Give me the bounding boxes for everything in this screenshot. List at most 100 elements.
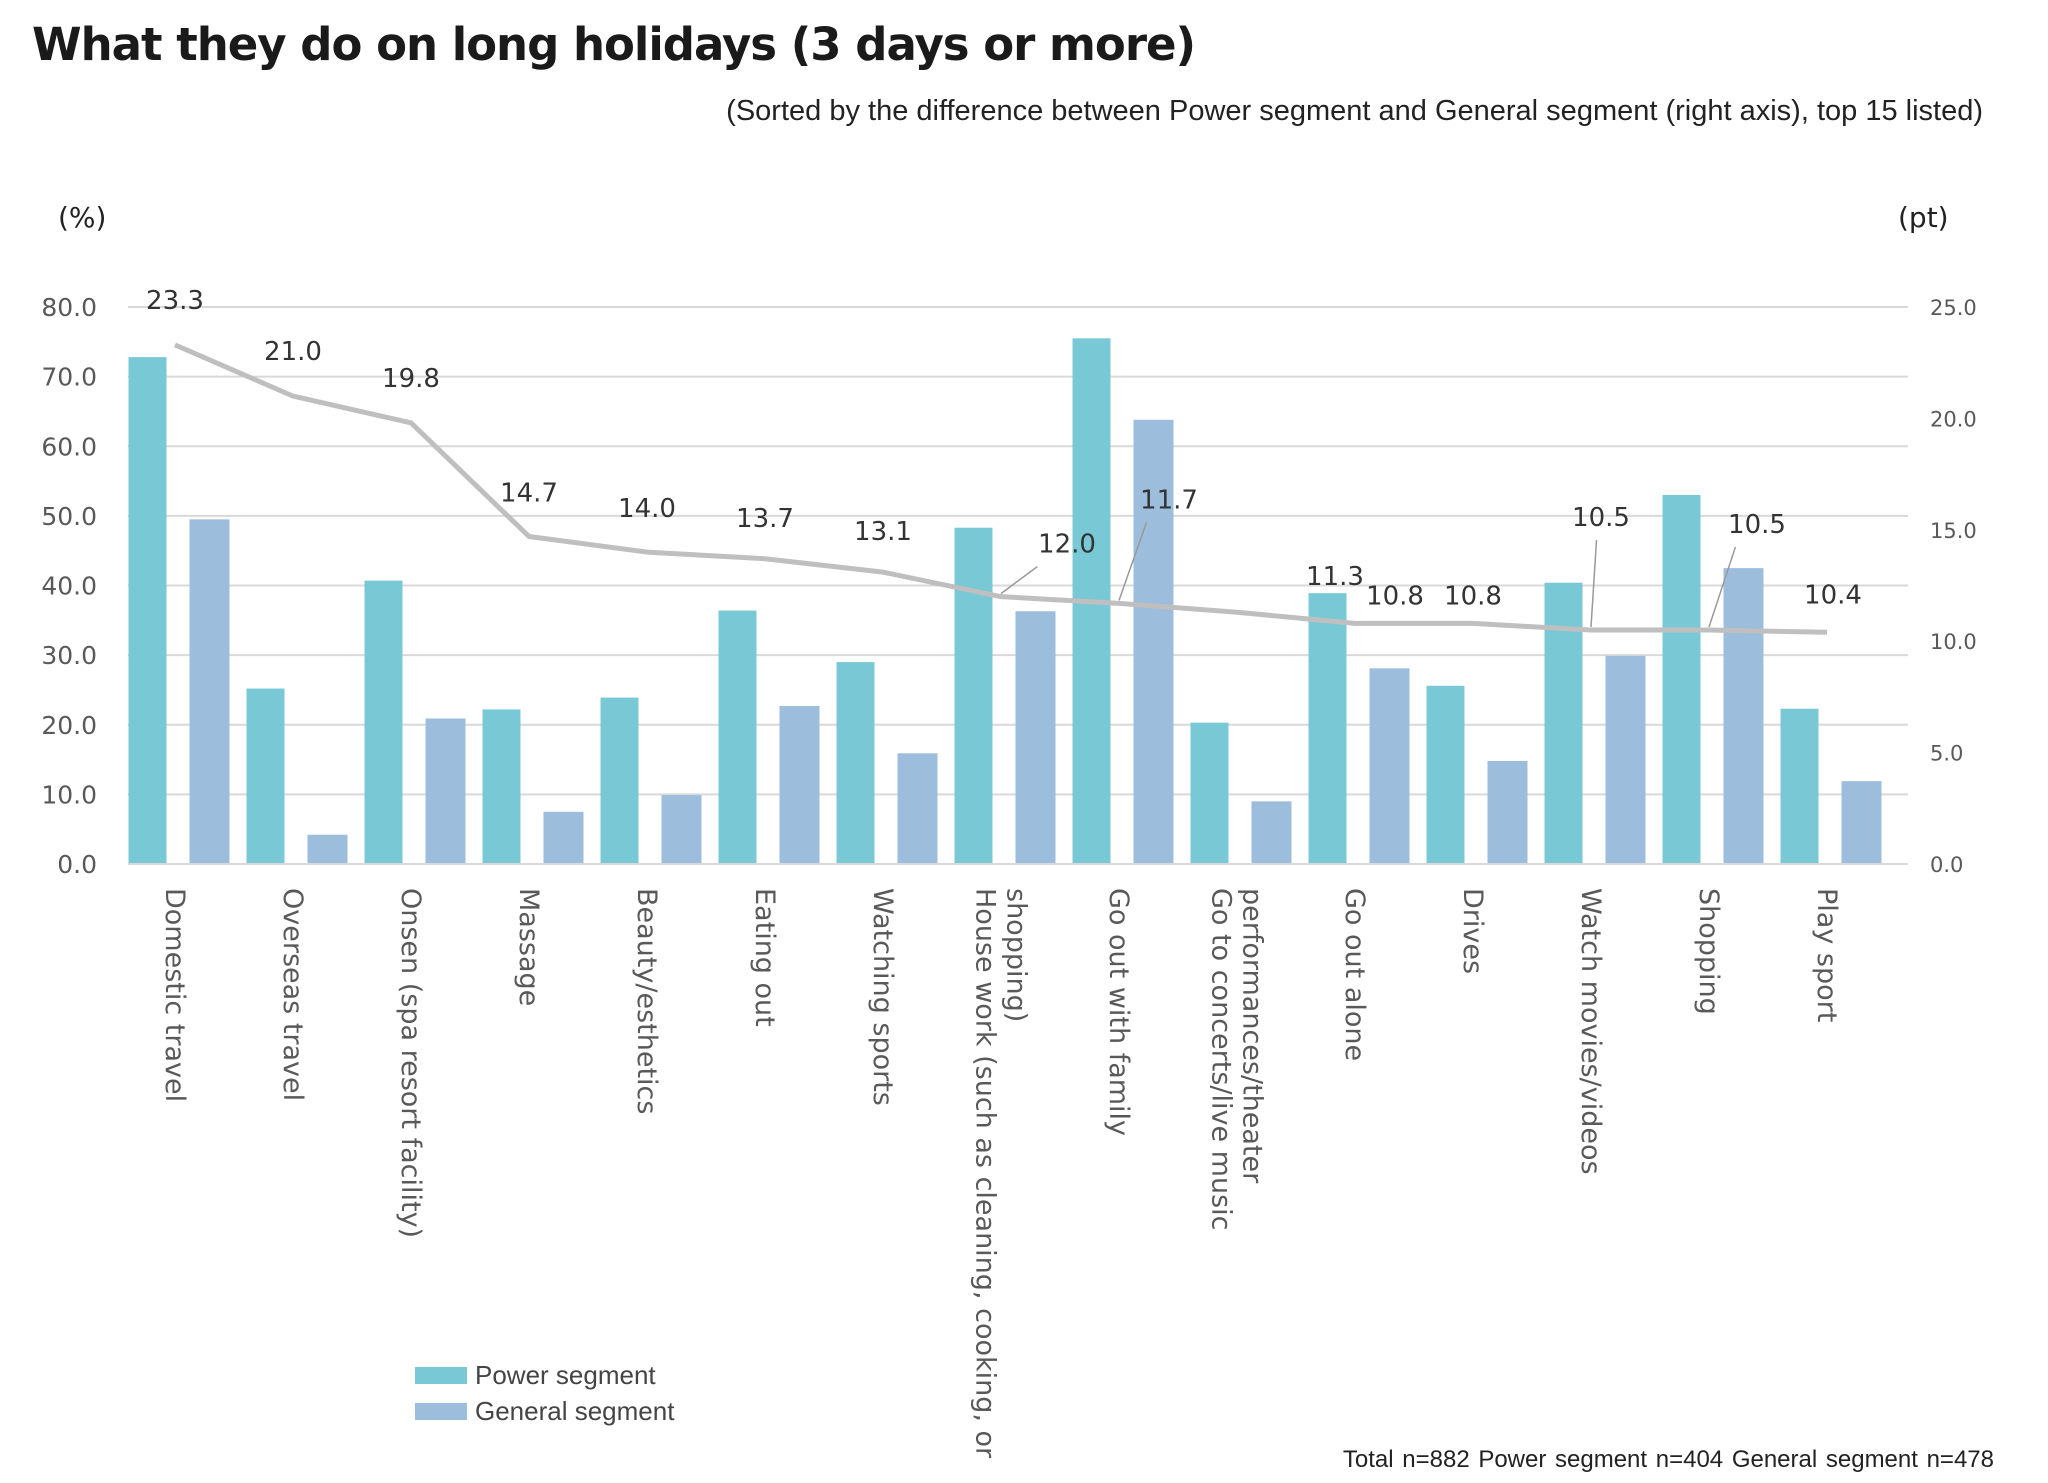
- x-tick-label: Domestic travel: [159, 888, 190, 1102]
- bar-power: [482, 709, 521, 864]
- y-axis-unit: (%): [58, 201, 106, 234]
- bar-general: [897, 753, 938, 864]
- bar-general: [1605, 655, 1646, 864]
- bar-general: [779, 705, 820, 864]
- bar-general: [1841, 781, 1882, 864]
- difference-data-label: 10.4: [1804, 580, 1862, 610]
- data-label-leader: [1708, 546, 1737, 628]
- bar-general: [1015, 611, 1056, 864]
- y-tick-label: 70.0: [41, 363, 97, 392]
- bar-power: [1544, 582, 1583, 864]
- x-tick-label-group: Eating out: [749, 888, 780, 1027]
- x-tick-label: performances/theater: [1237, 888, 1268, 1184]
- x-tick-label: Overseas travel: [277, 888, 308, 1101]
- y-tick-label: 50.0: [41, 502, 97, 531]
- x-tick-label: Onsen (spa resort facility): [395, 888, 426, 1238]
- difference-data-label: 21.0: [264, 337, 322, 367]
- difference-data-label: 19.8: [382, 364, 440, 394]
- difference-line: [174, 342, 1828, 635]
- x-tick-label-group: Go out alone: [1339, 888, 1370, 1061]
- difference-data-label: 10.5: [1572, 503, 1630, 533]
- chart-title: What they do on long holidays (3 days or…: [32, 18, 1196, 71]
- x-tick-label: Watch movies/videos: [1575, 888, 1606, 1175]
- x-tick-label-group: Domestic travel: [159, 888, 190, 1102]
- x-tick-label: House work (such as cleaning, cooking, o…: [970, 888, 1001, 1459]
- legend-swatch-general: [415, 1403, 467, 1420]
- x-tick-label: Watching sports: [867, 888, 898, 1106]
- bar-power: [718, 610, 757, 864]
- y-tick-label: 60.0: [41, 432, 97, 461]
- x-tick-label: Go out alone: [1339, 888, 1370, 1061]
- y-tick-label: 0.0: [57, 850, 97, 879]
- x-tick-label-group: Shopping: [1693, 888, 1724, 1015]
- difference-data-label: 10.5: [1728, 510, 1786, 540]
- difference-data-label: 13.7: [736, 504, 794, 534]
- legend-label-general: General segment: [475, 1396, 675, 1426]
- data-label-leader: [1590, 540, 1598, 628]
- bar-general: [307, 834, 348, 864]
- y-tick-label: 20.0: [41, 711, 97, 740]
- x-tick-label-group: Watching sports: [867, 888, 898, 1106]
- difference-data-label: 14.7: [500, 478, 558, 508]
- x-tick-label: Shopping: [1693, 888, 1724, 1015]
- y2-tick-label: 10.0: [1930, 630, 1977, 654]
- x-tick-label-group: Go out with family: [1103, 888, 1134, 1136]
- x-tick-label: shopping): [1001, 888, 1032, 1022]
- x-tick-label: Play sport: [1811, 888, 1842, 1022]
- y2-tick-label: 25.0: [1930, 296, 1977, 320]
- x-tick-label: Drives: [1457, 888, 1488, 974]
- sample-size-note: Total n=882 Power segment n=404 General …: [1342, 1446, 1994, 1473]
- bar-power: [364, 580, 403, 864]
- difference-data-label: 11.3: [1306, 562, 1364, 592]
- difference-data-label: 13.1: [854, 517, 912, 547]
- difference-data-label: 14.0: [618, 494, 676, 524]
- difference-data-label: 10.8: [1366, 581, 1424, 611]
- legend-item-general: General segment: [415, 1396, 674, 1427]
- bar-general: [425, 718, 466, 864]
- legend-swatch-power: [415, 1367, 467, 1384]
- bar-power: [600, 697, 639, 864]
- x-tick-label-group: Drives: [1457, 888, 1488, 974]
- y-tick-label: 80.0: [41, 293, 97, 322]
- x-tick-label-group: Watch movies/videos: [1575, 888, 1606, 1175]
- y2-tick-label: 20.0: [1930, 407, 1977, 431]
- bar-general: [189, 519, 230, 864]
- difference-data-label: 12.0: [1038, 530, 1096, 560]
- x-tick-label: Go to concerts/live music: [1206, 888, 1237, 1231]
- bar-general: [1133, 419, 1174, 864]
- bar-power: [954, 527, 993, 864]
- x-tick-label: Massage: [513, 888, 544, 1006]
- y2-tick-label: 15.0: [1930, 519, 1977, 543]
- x-tick-label-group: Onsen (spa resort facility): [395, 888, 426, 1238]
- bar-general: [1369, 668, 1410, 864]
- bar-general: [1723, 568, 1764, 864]
- bar-power: [1780, 708, 1819, 864]
- bar-power: [1308, 593, 1347, 864]
- y2-tick-label: 0.0: [1930, 853, 1963, 877]
- bar-power: [1662, 494, 1701, 864]
- data-label-leader: [1118, 522, 1148, 601]
- bar-power: [128, 357, 167, 864]
- y-tick-label: 40.0: [41, 572, 97, 601]
- bar-general: [543, 811, 584, 864]
- legend-item-power: Power segment: [415, 1360, 656, 1391]
- y-tick-label: 10.0: [41, 780, 97, 809]
- difference-data-label: 11.7: [1140, 485, 1198, 515]
- x-tick-label: Beauty/esthetics: [631, 888, 662, 1114]
- x-tick-label-group: Go to concerts/live music performances/th…: [1206, 888, 1268, 1231]
- x-tick-label-group: House work (such as cleaning, cooking, o…: [970, 888, 1032, 1459]
- bar-power: [1426, 685, 1465, 864]
- bar-general: [661, 795, 702, 864]
- legend-label-power: Power segment: [475, 1360, 656, 1390]
- bar-general: [1251, 801, 1292, 864]
- x-tick-label-group: Beauty/esthetics: [631, 888, 662, 1114]
- data-label-leader: [1000, 566, 1038, 595]
- bar-power: [836, 662, 875, 864]
- bar-general: [1487, 760, 1528, 864]
- x-tick-label-group: Overseas travel: [277, 888, 308, 1101]
- chart-subtitle: (Sorted by the difference between Power …: [726, 95, 1983, 127]
- difference-data-label: 10.8: [1444, 581, 1502, 611]
- x-tick-label: Eating out: [749, 888, 780, 1027]
- x-tick-label-group: Massage: [513, 888, 544, 1006]
